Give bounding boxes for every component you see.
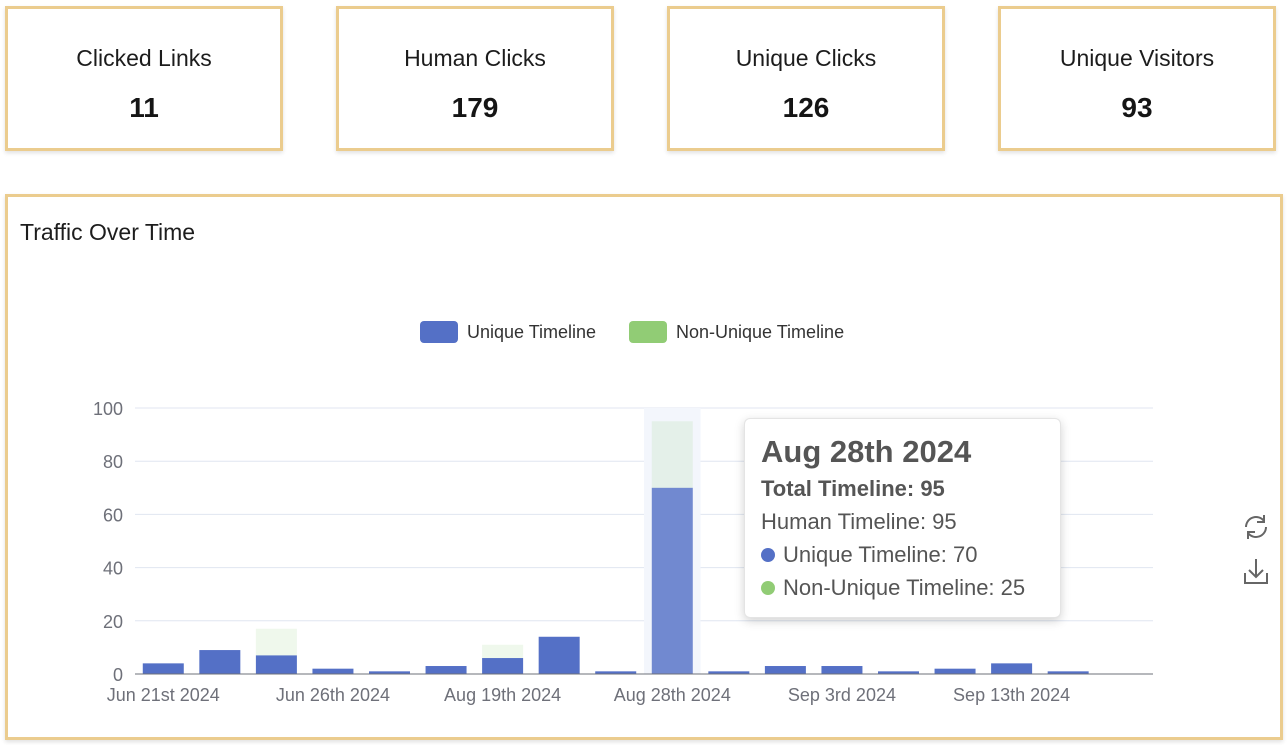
legend-swatch-unique — [420, 321, 458, 343]
stat-label: Clicked Links — [76, 45, 212, 71]
y-tick-label: 60 — [103, 505, 123, 525]
bar-unique — [312, 668, 354, 674]
stat-value: 179 — [451, 92, 499, 123]
tooltip-unique-row: Unique Timeline: 70 — [761, 538, 1060, 571]
y-tick-label: 40 — [103, 559, 123, 579]
bar-unique — [142, 663, 184, 674]
y-tick-label: 80 — [103, 452, 123, 472]
stat-card-unique-clicks: Unique Clicks 126 — [667, 6, 945, 151]
download-icon[interactable] — [1241, 556, 1271, 586]
y-tick-label: 20 — [103, 612, 123, 632]
tooltip-date: Aug 28th 2024 — [761, 434, 972, 469]
stat-card-clicked-links: Clicked Links 11 — [5, 6, 283, 151]
y-tick-label: 0 — [113, 665, 123, 685]
stat-card-human-clicks: Human Clicks 179 — [336, 6, 614, 151]
stat-label: Unique Clicks — [735, 45, 877, 71]
bar-non-unique — [482, 644, 524, 659]
bar-unique — [199, 650, 241, 674]
chart-tooltip: Aug 28th 2024 Total Timeline: 95 Human T… — [744, 418, 1061, 618]
x-tick-label: Sep 13th 2024 — [953, 685, 1070, 705]
bar-unique — [255, 655, 297, 674]
y-tick-label: 100 — [93, 399, 123, 419]
bar-unique — [651, 487, 693, 674]
bar-non-unique — [255, 628, 297, 656]
x-tick-label: Jun 21st 2024 — [107, 685, 220, 705]
tooltip-non-unique: Non-Unique Timeline: 25 — [783, 575, 1026, 600]
bar-unique — [934, 668, 976, 674]
stat-label: Unique Visitors — [1059, 45, 1215, 71]
stat-value: 11 — [129, 92, 159, 123]
legend-label-unique: Unique Timeline — [467, 322, 596, 342]
bar-unique — [764, 666, 806, 674]
bar-unique — [425, 666, 467, 674]
legend-label-non-unique: Non-Unique Timeline — [676, 322, 844, 342]
refresh-icon[interactable] — [1241, 512, 1271, 542]
bar-unique — [821, 666, 863, 674]
unique-dot-icon — [761, 548, 775, 562]
legend-swatch-non-unique — [629, 321, 667, 343]
bar-unique — [708, 671, 750, 674]
x-tick-label: Sep 3rd 2024 — [788, 685, 896, 705]
bar-unique — [991, 663, 1033, 674]
bar-non-unique — [651, 421, 693, 488]
stat-value: 126 — [782, 92, 830, 123]
x-tick-label: Aug 19th 2024 — [444, 685, 561, 705]
stat-label: Human Clicks — [404, 45, 546, 71]
tooltip-total: Total Timeline: 95 — [761, 476, 945, 501]
panel-title: Traffic Over Time — [20, 219, 196, 245]
bar-unique — [878, 671, 919, 674]
x-tick-label: Aug 28th 2024 — [614, 685, 731, 705]
bar-unique — [1047, 671, 1089, 674]
x-tick-label: Jun 26th 2024 — [276, 685, 390, 705]
bar-unique — [538, 636, 580, 674]
bar-unique — [482, 658, 524, 674]
non-unique-dot-icon — [761, 581, 775, 595]
bar-unique — [369, 671, 410, 674]
stat-value: 93 — [1121, 92, 1153, 123]
bar-unique — [595, 671, 637, 674]
stat-card-unique-visitors: Unique Visitors 93 — [998, 6, 1276, 151]
tooltip-unique: Unique Timeline: 70 — [783, 542, 978, 567]
tooltip-human: Human Timeline: 95 — [761, 509, 957, 534]
tooltip-non-unique-row: Non-Unique Timeline: 25 — [761, 571, 1060, 604]
